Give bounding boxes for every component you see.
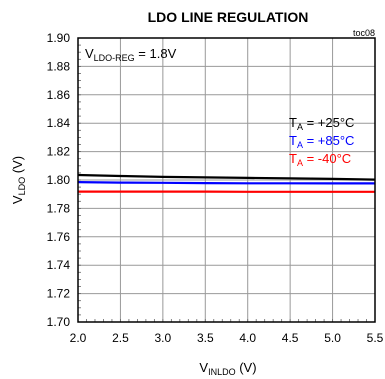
legend-label-main: T bbox=[289, 151, 297, 166]
y-axis-label-sub: LDO bbox=[17, 177, 27, 196]
y-axis-label-unit: (V) bbox=[10, 156, 25, 177]
legend-label-rest: = +85°C bbox=[303, 133, 354, 148]
legend-label-main: T bbox=[289, 133, 297, 148]
x-tick-label: 4.0 bbox=[239, 331, 256, 345]
x-axis-label-unit: (V) bbox=[236, 360, 257, 375]
legend-label-main: T bbox=[289, 115, 297, 130]
chart-title: LDO LINE REGULATION bbox=[148, 9, 309, 25]
plot-frame bbox=[77, 37, 376, 323]
legend-entry-0: TA = +25°C bbox=[289, 115, 354, 132]
y-axis-label: VLDO (V) bbox=[10, 156, 27, 204]
y-tick-label: 1.70 bbox=[47, 315, 71, 329]
y-tick-label: 1.78 bbox=[47, 201, 71, 215]
x-tick-labels: 2.0 2.5 3.0 3.5 4.0 4.5 5.0 5.5 bbox=[70, 331, 384, 345]
y-tick-label: 1.76 bbox=[47, 230, 71, 244]
y-tick-labels: 1.70 1.72 1.74 1.76 1.78 1.80 1.82 1.84 1.86 1.88… bbox=[47, 31, 71, 329]
x-tick-label: 4.5 bbox=[282, 331, 299, 345]
y-axis-label-main: V bbox=[10, 195, 25, 204]
y-tick-label: 1.72 bbox=[47, 287, 71, 301]
figure-id: toc08 bbox=[353, 28, 375, 38]
x-tick-label: 3.5 bbox=[197, 331, 214, 345]
annotation-vldo-reg: VLDO-REG = 1.8V bbox=[85, 46, 177, 63]
x-tick-label: 5.5 bbox=[367, 331, 384, 345]
y-tick-label: 1.74 bbox=[47, 258, 71, 272]
grid bbox=[77, 37, 376, 323]
legend-label-sub: A bbox=[297, 122, 303, 132]
x-axis-label-sub: INLDO bbox=[208, 367, 236, 377]
annotation-rest: = 1.8V bbox=[135, 46, 177, 61]
y-tick-label: 1.82 bbox=[47, 145, 71, 159]
x-tick-label: 2.0 bbox=[70, 331, 87, 345]
y-tick-label: 1.86 bbox=[47, 88, 71, 102]
x-tick-label: 5.0 bbox=[324, 331, 341, 345]
legend-label-sub: A bbox=[297, 140, 303, 150]
legend-label-rest: = +25°C bbox=[303, 115, 354, 130]
series-line-0 bbox=[77, 173, 376, 181]
y-tick-label: 1.90 bbox=[47, 31, 71, 45]
series-line-1 bbox=[77, 181, 375, 185]
x-tick-label: 2.5 bbox=[112, 331, 129, 345]
legend-label-sub: A bbox=[297, 158, 303, 168]
legend-label-rest: = -40°C bbox=[303, 151, 351, 166]
legend-entry-2: TA = -40°C bbox=[289, 151, 351, 168]
legend-entry-1: TA = +85°C bbox=[289, 133, 354, 150]
x-axis-label: VINLDO (V) bbox=[199, 360, 256, 377]
annotation-sub: LDO-REG bbox=[94, 53, 135, 63]
x-tick-label: 3.0 bbox=[155, 331, 172, 345]
annotation-main: V bbox=[85, 46, 94, 61]
y-tick-label: 1.88 bbox=[47, 59, 71, 73]
y-tick-label: 1.80 bbox=[47, 173, 71, 187]
x-axis-label-main: V bbox=[199, 360, 208, 375]
legend: TA = +25°CTA = +85°CTA = -40°C bbox=[289, 115, 354, 168]
y-tick-label: 1.84 bbox=[47, 116, 71, 130]
series-group bbox=[77, 173, 376, 193]
